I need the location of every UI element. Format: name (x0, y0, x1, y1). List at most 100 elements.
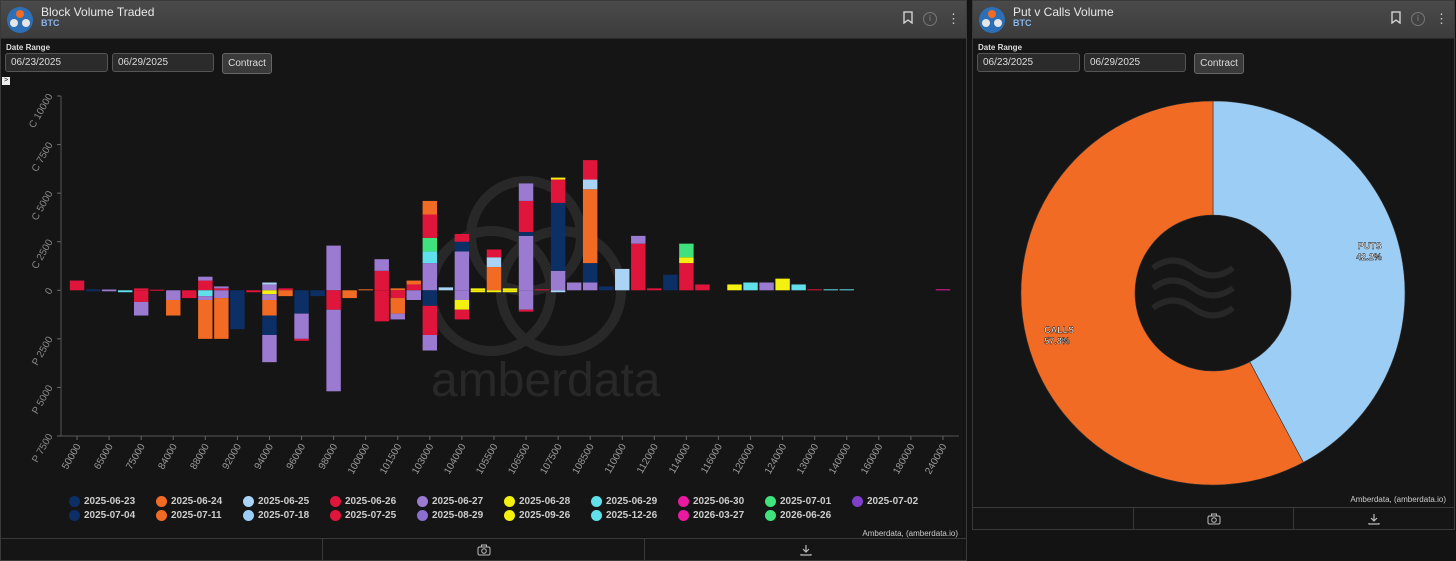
bar-segment[interactable] (631, 235, 646, 244)
legend-item[interactable]: 2025-08-29 (417, 508, 504, 522)
bookmark-icon[interactable] (903, 11, 913, 27)
bar-segment[interactable] (117, 290, 133, 293)
bar-segment[interactable] (166, 290, 181, 300)
more-vertical-icon[interactable]: ⋮ (1435, 11, 1448, 26)
expand-toggle[interactable]: > (2, 77, 10, 85)
legend-item[interactable]: 2025-06-26 (330, 494, 417, 508)
bar-segment[interactable] (198, 280, 213, 291)
info-icon[interactable]: i (1411, 12, 1425, 26)
legend-item[interactable]: 2025-06-29 (591, 494, 678, 508)
bar-segment[interactable] (502, 290, 518, 293)
legend-item[interactable]: 2025-09-26 (504, 508, 591, 522)
download-button[interactable] (645, 539, 966, 560)
bar-segment[interactable] (374, 259, 389, 271)
bar-segment[interactable] (262, 334, 277, 363)
legend-item[interactable]: 2025-07-01 (765, 494, 852, 508)
bar-segment[interactable] (133, 301, 149, 316)
legend-item[interactable]: 2025-06-28 (504, 494, 591, 508)
bar-segment[interactable] (422, 251, 438, 264)
bar-segment[interactable] (422, 200, 438, 215)
bar-segment[interactable] (534, 289, 550, 291)
bar-segment[interactable] (422, 237, 438, 252)
bar-segment[interactable] (198, 296, 213, 300)
bar-segment[interactable] (582, 263, 598, 283)
bar-segment[interactable] (422, 334, 438, 351)
bar-segment[interactable] (615, 268, 630, 291)
bar-segment[interactable] (935, 289, 951, 291)
bar-segment[interactable] (454, 309, 470, 320)
bar-segment[interactable] (422, 305, 438, 335)
bar-segment[interactable] (294, 313, 309, 339)
bar-segment[interactable] (278, 288, 293, 291)
legend-item[interactable]: 2026-03-27 (678, 508, 765, 522)
bar-segment[interactable] (775, 278, 790, 291)
legend-item[interactable]: 2025-07-18 (243, 508, 330, 522)
bar-segment[interactable] (422, 214, 438, 238)
bar-segment[interactable] (631, 243, 646, 291)
bar-segment[interactable] (294, 338, 309, 341)
bar-segment[interactable] (262, 290, 277, 295)
bar-segment[interactable] (406, 290, 422, 300)
bar-segment[interactable] (390, 313, 405, 320)
bar-segment[interactable] (582, 282, 598, 291)
bar-segment[interactable] (486, 257, 502, 267)
bar-segment[interactable] (679, 257, 694, 264)
bar-segment[interactable] (582, 160, 598, 180)
bar-segment[interactable] (390, 298, 405, 314)
bar-segment[interactable] (518, 232, 534, 236)
bar-segment[interactable] (422, 290, 438, 306)
bar-segment[interactable] (454, 251, 470, 291)
bar-segment[interactable] (101, 289, 117, 291)
legend-item[interactable]: 2026-06-26 (765, 508, 852, 522)
bar-segment[interactable] (486, 249, 502, 258)
bar-segment[interactable] (502, 288, 518, 291)
bar-segment[interactable] (470, 290, 486, 293)
bar-segment[interactable] (438, 287, 454, 291)
bar-segment[interactable] (454, 300, 470, 310)
legend-item[interactable]: 2025-12-26 (591, 508, 678, 522)
bar-segment[interactable] (518, 309, 534, 312)
bar-segment[interactable] (326, 290, 341, 310)
bar-segment[interactable] (262, 282, 277, 285)
bar-segment[interactable] (550, 290, 566, 293)
bar-segment[interactable] (679, 263, 694, 291)
bar-segment[interactable] (166, 300, 181, 316)
bar-segment[interactable] (214, 290, 229, 299)
start-date-input[interactable]: 06/23/2025 (5, 53, 108, 72)
bar-segment[interactable] (582, 179, 598, 190)
donut-slice-puts[interactable] (1212, 100, 1406, 463)
bar-segment[interactable] (246, 290, 261, 293)
bar-segment[interactable] (470, 288, 486, 291)
info-icon[interactable]: i (923, 12, 937, 26)
bar-segment[interactable] (374, 290, 389, 322)
legend-item[interactable]: 2025-07-25 (330, 508, 417, 522)
bar-segment[interactable] (807, 289, 822, 291)
start-date-input[interactable]: 06/23/2025 (977, 53, 1080, 72)
legend-item[interactable]: 2025-07-04 (69, 508, 156, 522)
bar-segment[interactable] (518, 183, 534, 201)
bar-segment[interactable] (85, 289, 101, 291)
bar-segment[interactable] (198, 290, 213, 297)
legend-item[interactable]: 2025-06-23 (69, 494, 156, 508)
donut-slice-calls[interactable] (1020, 100, 1304, 486)
bar-segment[interactable] (85, 290, 101, 292)
bar-segment[interactable] (262, 284, 277, 291)
bar-segment[interactable] (198, 300, 213, 339)
contract-button[interactable]: Contract (222, 53, 272, 74)
bar-segment[interactable] (839, 289, 854, 291)
camera-button[interactable] (1134, 508, 1295, 529)
bar-segment[interactable] (262, 294, 277, 300)
bar-segment[interactable] (69, 280, 85, 291)
bar-segment[interactable] (182, 290, 197, 299)
bar-segment[interactable] (695, 284, 710, 291)
end-date-input[interactable]: 06/29/2025 (112, 53, 214, 72)
bookmark-icon[interactable] (1391, 11, 1401, 27)
bar-segment[interactable] (358, 289, 373, 291)
bar-segment[interactable] (374, 270, 389, 291)
bar-segment[interactable] (454, 233, 470, 242)
bar-segment[interactable] (198, 276, 213, 281)
bar-segment[interactable] (101, 290, 117, 292)
bar-segment[interactable] (133, 290, 149, 302)
legend-item[interactable]: 2025-07-11 (156, 508, 243, 522)
contract-button[interactable]: Contract (1194, 53, 1244, 74)
